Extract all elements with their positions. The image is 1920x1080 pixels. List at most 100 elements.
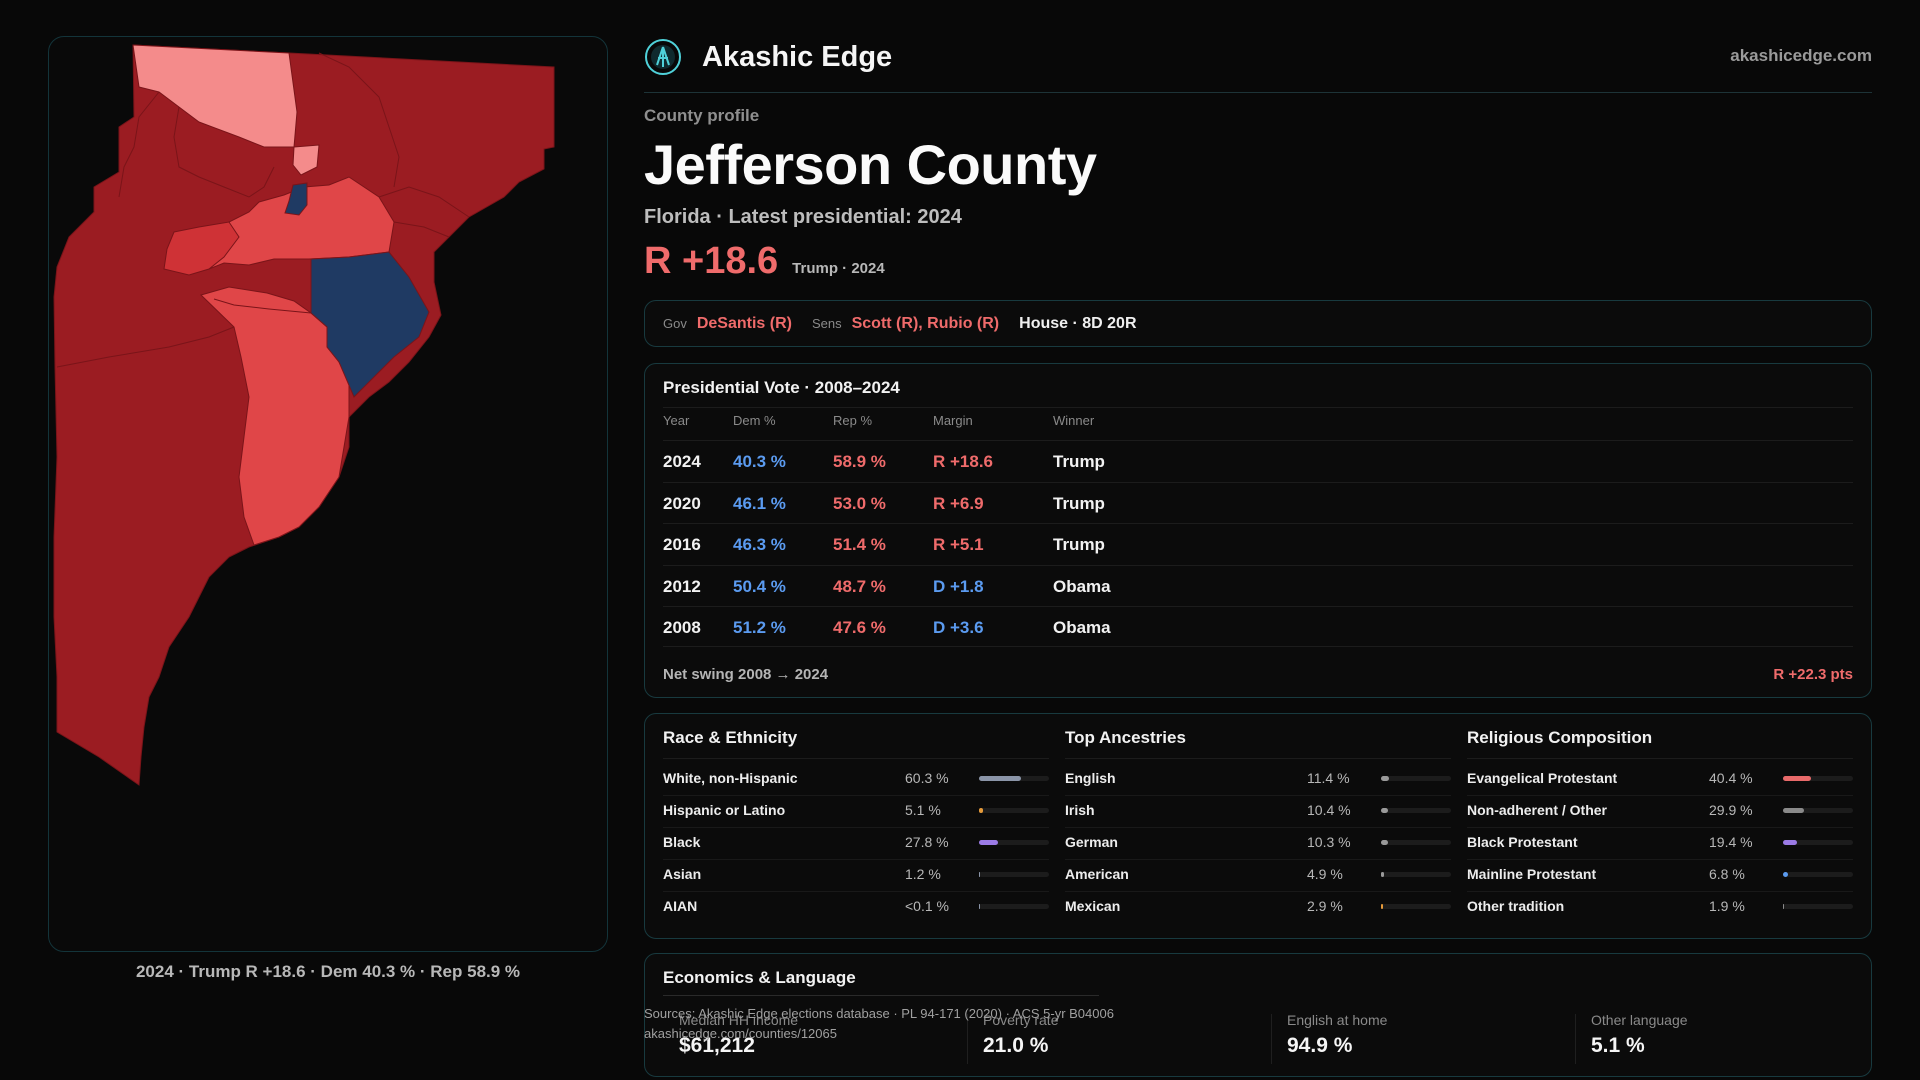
divider (1065, 758, 1451, 759)
list-item: Other tradition 1.9 % (1467, 892, 1853, 924)
share-bar-fill (1783, 872, 1788, 877)
house-delegation: House · 8D 20R (1019, 314, 1137, 332)
col-header-dem: Dem % (733, 413, 776, 428)
stat-value: 5.1 % (1591, 1034, 1645, 1057)
precinct-region[interactable] (310, 251, 430, 398)
item-label: American (1065, 866, 1129, 882)
divider (1065, 891, 1451, 892)
item-value: 1.2 % (905, 866, 941, 882)
share-bar (1783, 776, 1853, 781)
cell-margin: D +1.8 (933, 576, 984, 596)
divider (1467, 795, 1853, 796)
share-bar-fill (1381, 840, 1389, 845)
cell-winner: Trump (1053, 535, 1105, 554)
share-bar (979, 840, 1049, 845)
cell-dem: 46.1 % (733, 493, 786, 513)
district-border (56, 52, 470, 368)
divider (1065, 827, 1451, 828)
item-label: Other tradition (1467, 898, 1565, 914)
item-value: 29.9 % (1709, 802, 1753, 818)
page-title: Jefferson County (644, 133, 1097, 196)
precinct-region[interactable] (198, 176, 395, 270)
item-label: Hispanic or Latino (663, 802, 786, 818)
demographics-card: Race & Ethnicity White, non-Hispanic 60.3 … (644, 713, 1872, 939)
list-item: AIAN <0.1 % (663, 892, 1049, 924)
table-row: 2008 51.2 % 47.6 % D +3.6 Obama (663, 606, 1853, 647)
precinct-map (53, 44, 555, 786)
stat-label: Median HH income (679, 1012, 799, 1028)
share-bar (979, 808, 1049, 813)
share-bar (1381, 776, 1451, 781)
cell-margin: R +6.9 (933, 493, 984, 513)
religious-composition-column: Religious Composition Evangelical Protest… (1467, 714, 1853, 940)
stat-english-at-home: English at home 94.9 % (1287, 1012, 1527, 1066)
economics-title: Economics & Language (663, 968, 856, 987)
race-ethnicity-column: Race & Ethnicity White, non-Hispanic 60.3 … (663, 714, 1049, 940)
list-item: English 11.4 % (1065, 764, 1451, 796)
list-item: Black Protestant 19.4 % (1467, 828, 1853, 860)
margin-value: R +18.6 (644, 240, 779, 282)
cell-year: 2016 (663, 535, 701, 554)
item-label: English (1065, 770, 1116, 786)
divider (1271, 1014, 1272, 1064)
col-header-winner: Winner (1053, 413, 1095, 428)
item-value: 27.8 % (905, 834, 949, 850)
item-label: Mexican (1065, 898, 1121, 914)
brand[interactable]: Akashic Edge (644, 38, 892, 76)
col-header-margin: Margin (933, 413, 973, 428)
margin-note: Trump · 2024 (792, 260, 885, 277)
share-bar-fill (1381, 872, 1385, 877)
share-bar (1783, 872, 1853, 877)
precinct-region[interactable] (132, 44, 298, 148)
stat-value: 21.0 % (983, 1034, 1049, 1057)
column-title: Religious Composition (1467, 728, 1653, 747)
economics-card: Economics & Language Median HH income $6… (644, 953, 1872, 1077)
share-bar-fill (1783, 840, 1797, 845)
divider (663, 859, 1049, 860)
list-item: Irish 10.4 % (1065, 796, 1451, 828)
site-url-link[interactable]: akashicedge.com (1730, 46, 1872, 65)
table-row: 2024 40.3 % 58.9 % R +18.6 Trump (663, 440, 1853, 481)
share-bar (1783, 808, 1853, 813)
cell-margin: D +3.6 (933, 618, 984, 637)
cell-year: 2024 (663, 452, 701, 471)
item-label: Evangelical Protestant (1467, 770, 1618, 786)
precinct-region[interactable] (284, 182, 308, 216)
page-subtitle: Florida · Latest presidential: 2024 (644, 206, 962, 228)
divider (663, 795, 1049, 796)
cell-rep: 47.6 % (833, 618, 886, 637)
county-map[interactable] (48, 36, 608, 952)
item-value: 2.9 % (1307, 898, 1343, 914)
share-bar-fill (979, 872, 981, 877)
precinct-region[interactable] (200, 286, 350, 546)
stat-label: English at home (1287, 1012, 1388, 1028)
cell-year: 2012 (663, 576, 701, 596)
net-swing-value: R +22.3 pts (1773, 666, 1853, 683)
cell-margin: R +18.6 (933, 452, 994, 471)
precinct-region[interactable] (292, 144, 320, 176)
presidential-vote-card: Presidential Vote · 2008–2024 Year Dem %… (644, 363, 1872, 698)
header-divider (644, 92, 1872, 93)
share-bar-fill (979, 840, 999, 845)
cell-dem: 40.3 % (733, 452, 786, 471)
county-url-link[interactable]: akashicedge.com/counties/12065 (644, 1026, 837, 1041)
item-label: Irish (1065, 802, 1095, 818)
item-label: White, non-Hispanic (663, 770, 798, 786)
item-value: 5.1 % (905, 802, 941, 818)
item-label: Non-adherent / Other (1467, 802, 1608, 818)
divider (663, 646, 1853, 647)
stat-value: $61,212 (679, 1034, 755, 1057)
top-ancestries-column: Top Ancestries English 11.4 % Irish 10.4 % Ge… (1065, 714, 1451, 940)
table-row: 2012 50.4 % 48.7 % D +1.8 Obama (663, 564, 1853, 606)
share-bar-fill (1381, 904, 1384, 909)
item-value: 19.4 % (1709, 834, 1753, 850)
item-value: 10.4 % (1307, 802, 1351, 818)
column-title: Race & Ethnicity (663, 728, 798, 747)
precinct-region[interactable] (163, 221, 240, 276)
list-item: Asian 1.2 % (663, 860, 1049, 892)
presidential-title: Presidential Vote · 2008–2024 (663, 378, 900, 397)
item-label: Asian (663, 866, 702, 882)
share-bar (1381, 808, 1451, 813)
item-label: Black (663, 834, 701, 850)
share-bar (979, 872, 1049, 877)
